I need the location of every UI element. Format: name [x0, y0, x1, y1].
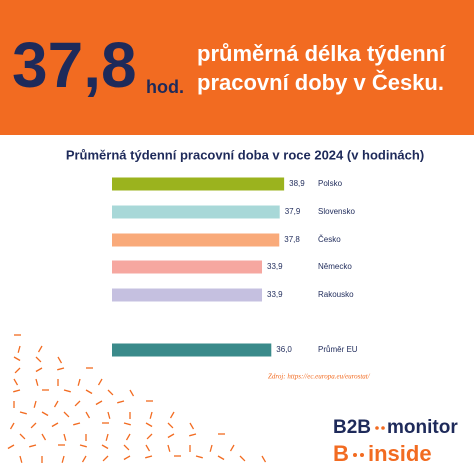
bar [112, 177, 285, 191]
deco-dash [169, 411, 175, 419]
deco-dash [13, 378, 19, 386]
deco-dash [107, 389, 114, 396]
deco-dash [229, 444, 235, 452]
headline-number: 37,8 [12, 29, 137, 101]
deco-dash [61, 455, 65, 463]
deco-dash [14, 367, 21, 374]
source: Zdroj: https://ec.europa.eu/eurostat/ [268, 373, 371, 381]
deco-dash [57, 356, 63, 364]
logo-dot [360, 453, 364, 457]
deco-dash [51, 422, 59, 428]
deco-dash [41, 433, 47, 441]
deco-dash [101, 444, 109, 450]
category-label: Rakousko [318, 290, 354, 299]
deco-dash [37, 345, 43, 353]
headline-text: pracovní doby v Česku. [197, 70, 444, 95]
value-label: 33,9 [267, 290, 283, 299]
category-label: Polsko [318, 179, 343, 188]
deco-dash [35, 367, 43, 373]
deco-dash [105, 433, 109, 441]
deco-dash [74, 400, 81, 407]
deco-dash [53, 400, 59, 408]
deco-dash [123, 455, 131, 461]
deco-dash [29, 444, 37, 448]
headline-text: průměrná délka týdenní [197, 41, 446, 66]
deco-dash [63, 389, 71, 393]
logo-text: B2B [333, 417, 371, 438]
deco-dash [79, 444, 87, 448]
deco-dash [17, 345, 21, 353]
deco-dash [167, 444, 171, 452]
bar [112, 233, 280, 247]
deco-dash [95, 400, 103, 406]
logo-dot [375, 426, 379, 430]
deco-dash [9, 422, 15, 430]
deco-dash [189, 433, 197, 437]
value-label: 33,9 [267, 262, 283, 271]
logo-text: inside [368, 441, 432, 466]
logo-text: monitor [387, 417, 458, 438]
deco-dash [107, 411, 111, 419]
category-label: Německo [318, 262, 352, 271]
bar [112, 205, 280, 219]
deco-dash [41, 411, 49, 417]
deco-dash [125, 433, 131, 441]
deco-dash [123, 444, 130, 451]
deco-dash [33, 400, 37, 408]
deco-dash [167, 422, 174, 429]
bar [112, 343, 272, 357]
deco-dash [209, 444, 213, 452]
bar [112, 288, 263, 302]
deco-dash [7, 444, 15, 450]
deco-dash [81, 455, 87, 463]
logo-text: B [333, 441, 349, 466]
deco-dash [189, 422, 195, 430]
deco-dash [217, 455, 225, 461]
value-label: 37,8 [284, 235, 300, 244]
deco-dash [117, 400, 125, 404]
deco-dash [167, 433, 175, 439]
headline-unit: hod. [146, 77, 184, 97]
deco-dash [123, 422, 131, 426]
category-label: Slovensko [318, 207, 355, 216]
category-label: Česko [318, 235, 341, 244]
deco-dash [35, 378, 39, 386]
deco-dash [239, 455, 246, 462]
category-label: Průměr EU [318, 345, 358, 354]
deco-dash [149, 411, 153, 419]
logo-dot [381, 426, 385, 430]
value-label: 38,9 [289, 179, 305, 188]
decoration [7, 334, 267, 463]
deco-dash [63, 433, 67, 441]
deco-dash [85, 389, 93, 395]
deco-dash [97, 378, 103, 386]
deco-dash [145, 444, 151, 452]
deco-dash [195, 455, 203, 459]
deco-dash [77, 378, 81, 386]
deco-dash [145, 455, 153, 459]
deco-dash [85, 411, 91, 419]
deco-dash [35, 356, 42, 363]
deco-dash [102, 455, 109, 462]
deco-dash [13, 356, 21, 362]
bar [112, 260, 263, 274]
header-band [0, 0, 474, 135]
deco-dash [73, 422, 81, 426]
deco-dash [261, 455, 267, 463]
chart-title: Průměrná týdenní pracovní doba v roce 20… [66, 147, 424, 162]
value-label: 37,9 [285, 207, 301, 216]
deco-dash [13, 389, 21, 393]
deco-dash [30, 422, 37, 429]
deco-dash [129, 389, 135, 397]
value-label: 36,0 [276, 345, 292, 354]
deco-dash [146, 433, 153, 440]
deco-dash [19, 455, 23, 463]
logo-dot [353, 453, 357, 457]
deco-dash [63, 411, 70, 418]
deco-dash [145, 422, 153, 428]
deco-dash [19, 411, 27, 415]
deco-dash [57, 367, 65, 371]
deco-dash [19, 433, 26, 440]
